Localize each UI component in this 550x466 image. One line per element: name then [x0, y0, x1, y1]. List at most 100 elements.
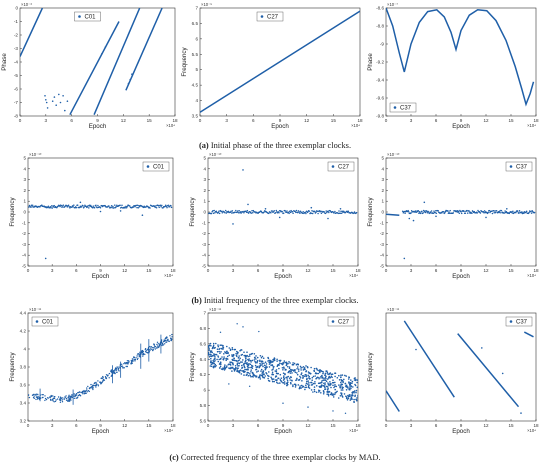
- x-exponent: ×10⁴: [527, 428, 536, 433]
- data-point: [291, 372, 293, 374]
- data-point: [430, 212, 432, 214]
- data-point: [312, 391, 314, 393]
- x-exponent: ×10⁴: [527, 123, 536, 128]
- data-point: [238, 362, 241, 365]
- data-point: [338, 210, 340, 212]
- data-point: [168, 206, 171, 208]
- data-point: [320, 392, 322, 394]
- data-point: [290, 368, 292, 371]
- data-point: [260, 368, 263, 371]
- data-point: [225, 212, 228, 214]
- data-point: [285, 362, 288, 365]
- data-point: [320, 385, 323, 388]
- data-point: [347, 397, 350, 400]
- x-tick-label: 18: [170, 423, 176, 428]
- data-point: [521, 211, 523, 213]
- data-point: [146, 349, 149, 351]
- data-point: [208, 352, 209, 355]
- data-point: [307, 385, 310, 387]
- x-tick-label: 3: [51, 268, 54, 273]
- y-tick-label: 5.8: [200, 403, 207, 408]
- data-point: [42, 394, 44, 396]
- data-point: [67, 399, 69, 401]
- x-tick-label: 18: [355, 268, 361, 273]
- data-point: [131, 360, 133, 363]
- data-point: [348, 395, 350, 398]
- y-tick-label: 4: [203, 166, 206, 171]
- data-point: [125, 207, 128, 209]
- y-tick-label: -4: [202, 253, 207, 258]
- data-point: [312, 382, 315, 385]
- data-point: [229, 364, 232, 366]
- data-point: [250, 361, 252, 363]
- data-point: [37, 395, 39, 398]
- data-point: [265, 363, 268, 365]
- data-point: [214, 346, 216, 349]
- data-point: [296, 366, 299, 368]
- data-point: [242, 359, 244, 361]
- data-point: [342, 389, 344, 391]
- data-point: [121, 204, 123, 206]
- y-axis-label: Frequency: [189, 196, 196, 226]
- data-point: [291, 210, 294, 213]
- data-point: [209, 342, 212, 345]
- data-point: [271, 364, 274, 367]
- y-tick-label: 0: [23, 210, 26, 215]
- data-point: [46, 397, 49, 399]
- data-point: [333, 386, 335, 389]
- data-point: [53, 96, 56, 98]
- data-point: [311, 376, 314, 379]
- data-point: [291, 379, 293, 382]
- data-point: [238, 369, 240, 372]
- data-point: [119, 210, 122, 212]
- data-point: [59, 399, 61, 401]
- data-point: [444, 210, 447, 213]
- data-point: [49, 396, 51, 398]
- chart-b2: 0 3 6 9 12 15 18 5 4 3 2 1 0 -1 -2 -3 -4 -5 ×10⁴ ×10⁻¹⁰ Epoc…: [189, 152, 361, 280]
- y-tick-label: 3: [381, 177, 384, 182]
- data-point: [239, 357, 241, 360]
- data-layer: [386, 8, 535, 107]
- data-point: [334, 384, 336, 386]
- data-point: [124, 362, 126, 364]
- data-point: [210, 365, 213, 368]
- data-point: [282, 372, 285, 375]
- data-point: [217, 345, 220, 348]
- data-point: [62, 397, 64, 399]
- data-point: [138, 206, 141, 208]
- data-point: [35, 394, 37, 396]
- data-point: [448, 212, 451, 214]
- data-point: [246, 354, 248, 357]
- y-tick-label: 3.4: [20, 401, 27, 406]
- data-point: [286, 384, 288, 386]
- data-point: [498, 210, 501, 212]
- data-point: [143, 353, 145, 355]
- data-point: [313, 386, 316, 388]
- data-point: [76, 204, 79, 206]
- data-point: [346, 210, 348, 212]
- data-point: [419, 212, 422, 215]
- data-point: [138, 353, 140, 355]
- data-point: [307, 383, 309, 385]
- data-point: [289, 372, 292, 374]
- y-exponent: ×10⁻¹¹: [387, 307, 400, 312]
- data-point: [170, 204, 172, 207]
- x-axis-label: Epoch: [89, 123, 107, 130]
- data-point: [139, 354, 141, 356]
- data-point: [124, 206, 127, 209]
- data-point: [138, 355, 140, 357]
- data-point: [530, 212, 533, 214]
- data-point: [346, 386, 348, 388]
- data-point: [240, 212, 242, 214]
- data-point: [238, 359, 241, 361]
- outlier-point: [228, 383, 230, 385]
- data-point: [291, 363, 294, 366]
- data-point: [228, 363, 230, 366]
- data-point: [457, 210, 460, 213]
- data-point: [251, 375, 254, 378]
- data-point: [50, 205, 53, 207]
- data-point: [110, 369, 112, 372]
- data-point: [240, 354, 243, 356]
- data-point: [275, 209, 278, 212]
- data-point: [316, 210, 319, 212]
